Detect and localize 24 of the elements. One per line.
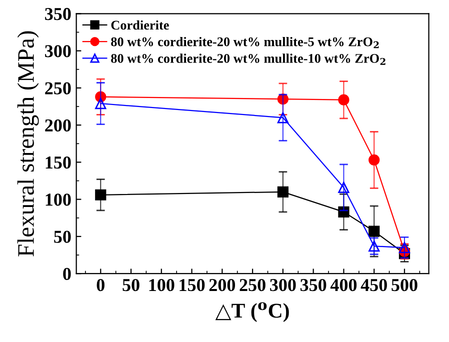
y-axis-title: Flexural strength (MPa) bbox=[17, 31, 39, 256]
y-tick-label: 200 bbox=[45, 119, 71, 132]
x-tick-label: 50 bbox=[122, 278, 140, 292]
x-tick-label: 450 bbox=[360, 278, 387, 292]
x-tick-label: 100 bbox=[149, 278, 174, 292]
y-tick-label: 350 bbox=[45, 8, 71, 20]
x-tick-label: 150 bbox=[180, 278, 205, 292]
x-tick-label: 200 bbox=[209, 278, 236, 292]
y-tick-label: 50 bbox=[54, 230, 71, 243]
y-tick-label: 100 bbox=[46, 194, 71, 206]
legend-label: 80 wt% cordierite-20 wt% mullite-10 wt% ZrO$_{2}$ bbox=[111, 54, 386, 65]
x-axis-title: △T ($^{o}$C) bbox=[215, 302, 289, 322]
legend-label: 80 wt% cordierite-20 wt% mullite-5 wt% ZrO$_{2}$ bbox=[111, 36, 379, 48]
y-tick-label: 300 bbox=[45, 45, 71, 58]
x-tick-label: 400 bbox=[330, 278, 357, 292]
y-tick-label: 250 bbox=[45, 82, 71, 94]
x-tick-label: 500 bbox=[392, 278, 418, 292]
x-tick-label: 250 bbox=[240, 278, 266, 292]
x-tick-label: 350 bbox=[300, 278, 326, 292]
x-tick-label: 0 bbox=[96, 278, 104, 292]
y-tick-label: 0 bbox=[63, 268, 71, 280]
x-tick-label: 300 bbox=[270, 278, 296, 292]
y-tick-label: 150 bbox=[46, 156, 71, 169]
legend-label: Cordierite bbox=[111, 20, 169, 30]
